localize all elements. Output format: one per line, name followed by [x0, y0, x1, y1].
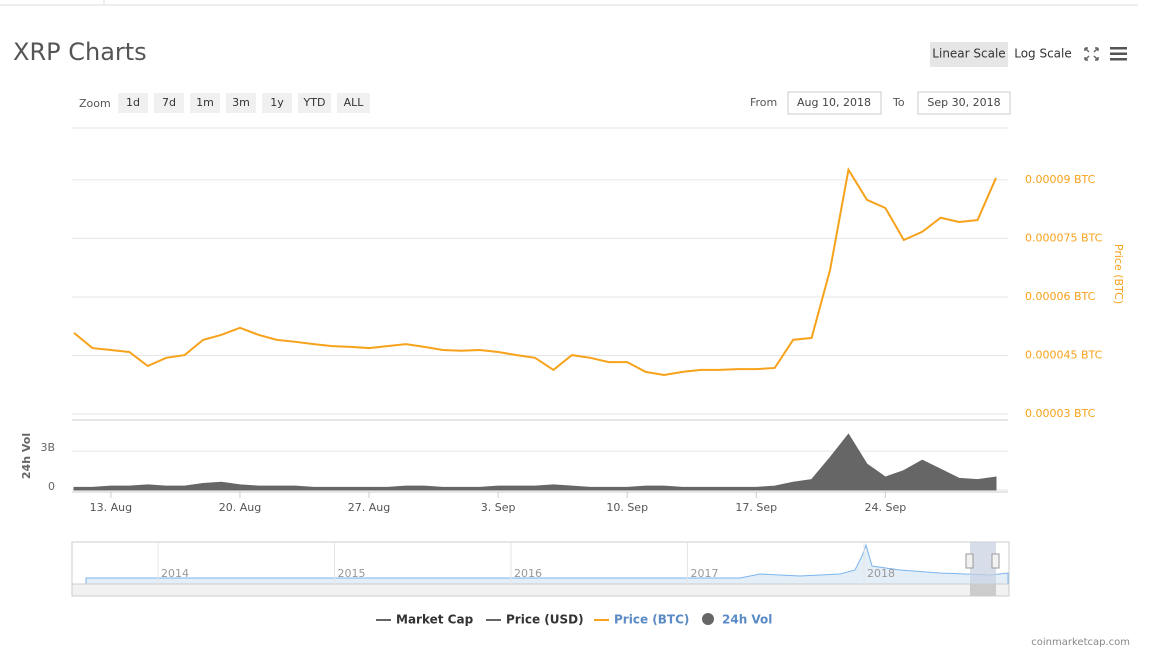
x-tick-label: 17. Sep	[735, 501, 777, 514]
x-tick-label: 27. Aug	[348, 501, 390, 514]
zoom-button[interactable]	[262, 93, 292, 113]
navigator-frame	[71, 541, 1010, 585]
x-tick-label: 10. Sep	[606, 501, 648, 514]
zoom-button[interactable]	[118, 93, 148, 113]
scrollbar[interactable]	[71, 583, 1010, 597]
volume-area	[73, 433, 997, 491]
from-label: From	[750, 96, 777, 109]
zoom-button-label[interactable]: ALL	[344, 96, 365, 109]
navigator-year: 2017	[691, 567, 719, 580]
y-axis-title: Price (BTC)	[1112, 244, 1125, 304]
zoom-button[interactable]	[298, 93, 331, 113]
navigator-year: 2015	[338, 567, 366, 580]
zoom-button-label[interactable]: 1d	[126, 96, 140, 109]
zoom-button-label[interactable]: 1y	[270, 96, 284, 109]
tab-border	[0, 0, 1138, 6]
plot-area: 0.00003 BTC 0.000045 BTC 0.00006 BTC 0.0000…	[40, 127, 1103, 514]
y-tick-label: 0.000045 BTC	[1025, 348, 1103, 361]
zoom-button-label[interactable]: 7d	[162, 96, 176, 109]
y-tick-label: 0.00003 BTC	[1025, 407, 1096, 420]
x-tick-label: 24. Sep	[864, 501, 906, 514]
zoom-button[interactable]	[190, 93, 220, 113]
zoom-button[interactable]	[226, 93, 256, 113]
x-tick-label: 13. Aug	[90, 501, 132, 514]
zoom-label: Zoom	[79, 97, 111, 110]
to-label: To	[892, 96, 905, 109]
menu-icon[interactable]	[1110, 47, 1127, 61]
legend-label[interactable]: Market Cap	[396, 613, 474, 627]
x-tick-label: 20. Aug	[219, 501, 261, 514]
to-value[interactable]: Sep 30, 2018	[927, 96, 1000, 109]
y-tick-label: 0.000075 BTC	[1025, 231, 1103, 244]
page-title: XRP Charts	[13, 38, 147, 66]
navigator-series	[85, 543, 1009, 585]
linear-scale-label[interactable]: Linear Scale	[932, 47, 1005, 61]
linear-scale-button[interactable]	[930, 42, 1008, 67]
from-input[interactable]	[787, 91, 882, 115]
scrollbar-thumb[interactable]	[970, 584, 996, 596]
fullscreen-icon[interactable]	[1084, 47, 1099, 61]
legend: Market Cap Price (USD) Price (BTC) 24h Vol	[376, 613, 772, 627]
navigator-handle[interactable]	[965, 553, 974, 569]
to-input[interactable]	[917, 91, 1011, 115]
navigator-year: 2018	[867, 567, 895, 580]
zoom-button[interactable]	[337, 93, 370, 113]
credit: coinmarketcap.com	[1031, 637, 1130, 648]
zoom-button-label[interactable]: YTD	[303, 96, 326, 109]
legend-symbol[interactable]	[702, 613, 714, 625]
price-line	[73, 167, 997, 376]
y-tick-label: 0.00006 BTC	[1025, 290, 1096, 303]
legend-label[interactable]: Price (USD)	[506, 613, 584, 627]
y2-tick-label: 0	[48, 480, 55, 493]
x-tick-label: 3. Sep	[481, 501, 516, 514]
legend-label[interactable]: Price (BTC)	[614, 613, 689, 627]
log-scale-label[interactable]: Log Scale	[1014, 47, 1072, 61]
zoom-button-label[interactable]: 3m	[232, 96, 250, 109]
zoom-buttons: 1d 7d 1m 3m 1y YTD ALL	[118, 93, 370, 113]
y2-axis-title: 24h Vol	[20, 433, 33, 479]
navigator-year: 2016	[514, 567, 542, 580]
y2-tick-label: 3B	[40, 441, 55, 454]
navigator-year: 2014	[161, 567, 189, 580]
navigator: 2014 2015 2016 2017 2018	[71, 541, 1010, 597]
from-value[interactable]: Aug 10, 2018	[797, 96, 871, 109]
navigator-handle[interactable]	[991, 553, 1000, 569]
legend-label[interactable]: 24h Vol	[722, 613, 772, 627]
y-tick-label: 0.00009 BTC	[1025, 173, 1096, 186]
zoom-button-label[interactable]: 1m	[196, 96, 214, 109]
zoom-button[interactable]	[154, 93, 184, 113]
